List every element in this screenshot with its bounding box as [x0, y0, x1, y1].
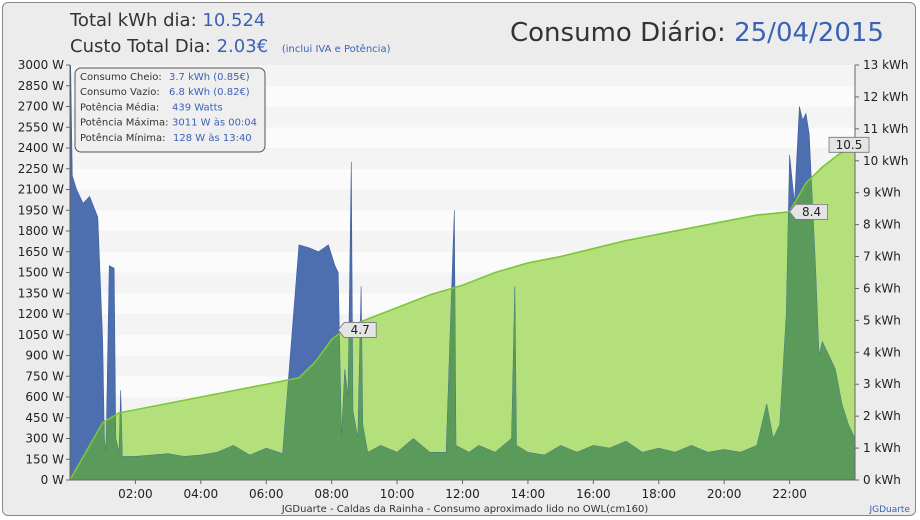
total-kwh-line: Total kWh dia: 10.524 [70, 10, 265, 31]
footer-caption: JGDuarte - Caldas da Rainha - Consumo ap… [281, 504, 649, 515]
cumulative-line-layer [69, 144, 856, 481]
info-label: Potência Média: [80, 101, 159, 113]
chart-title-label: Consumo Diário: [510, 18, 726, 48]
footer-credit: JGDuarte [868, 505, 910, 515]
left-tick-label: 450 W [25, 411, 64, 425]
left-tick-label: 1350 W [18, 286, 64, 300]
total-kwh-value: 10.524 [202, 10, 266, 31]
value-flag-label: 10.5 [836, 138, 863, 152]
x-tick-label: 12:00 [445, 487, 480, 501]
left-tick-label: 3000 W [18, 58, 64, 72]
info-label: Consumo Cheio: [80, 72, 162, 83]
x-tick-label: 02:00 [118, 487, 153, 501]
x-tick-label: 18:00 [641, 487, 676, 501]
cumulative-area-layer [70, 144, 855, 481]
x-tick-label: 06:00 [249, 487, 284, 501]
right-tick-label: 9 kWh [863, 186, 901, 200]
x-tick-label: 14:00 [511, 487, 546, 501]
left-tick-label: 0 W [41, 473, 64, 487]
left-tick-label: 1650 W [18, 245, 64, 259]
x-axis-ticks: 02:00 04:00 06:00 08:00 10:00 12:00 14:00 16:00… [118, 480, 807, 501]
info-label: Potência Mínima: [80, 132, 166, 144]
left-tick-label: 1050 W [18, 328, 64, 342]
left-tick-label: 2100 W [18, 183, 64, 197]
left-tick-label: 2850 W [18, 79, 64, 93]
grid-band [70, 210, 855, 231]
info-value: 439 Watts [172, 102, 223, 113]
grid-band [70, 127, 855, 148]
right-tick-label: 4 kWh [863, 345, 901, 359]
info-value: 6.8 kWh (0.82€) [169, 87, 250, 98]
grid-band [70, 106, 855, 128]
value-flag: 8.4 [789, 203, 828, 220]
left-tick-label: 300 W [25, 432, 64, 446]
total-cost-label: Custo Total Dia: [70, 36, 211, 57]
info-box: Consumo Cheio: 3.7 kWh (0.85€) Consumo Vaz… [74, 67, 266, 153]
chart-title-date: 25/04/2015 [734, 18, 884, 48]
left-tick-label: 2700 W [18, 100, 64, 114]
right-tick-label: 6 kWh [863, 281, 901, 295]
value-flag: 10.5 [828, 136, 870, 153]
left-tick-label: 750 W [25, 369, 64, 383]
grid-band [70, 85, 855, 107]
grid-band [70, 168, 855, 190]
total-cost-line: Custo Total Dia: 2.03€ (inclui IVA e Pot… [70, 36, 390, 57]
x-tick-label: 22:00 [772, 487, 807, 501]
grid-band [70, 189, 855, 211]
value-flag: 4.7 [337, 322, 377, 338]
left-tick-label: 900 W [25, 349, 64, 363]
x-tick-label: 08:00 [314, 487, 349, 501]
right-tick-label: 5 kWh [863, 313, 901, 327]
right-tick-label: 8 kWh [863, 218, 901, 232]
right-tick-label: 2 kWh [863, 409, 901, 423]
grid-band [70, 65, 855, 86]
left-tick-label: 1200 W [18, 307, 64, 321]
info-label: Potência Máxima: [80, 117, 168, 129]
left-tick-label: 1950 W [18, 203, 64, 217]
info-label: Consumo Vazio: [80, 87, 160, 98]
right-tick-label: 1 kWh [863, 441, 901, 455]
cumulative-area [70, 144, 855, 481]
right-tick-label: 0 kWh [863, 473, 901, 487]
grid-band [70, 148, 855, 169]
value-flag-label: 8.4 [802, 205, 821, 219]
total-kwh-label: Total kWh dia: [70, 10, 197, 31]
right-tick-label: 7 kWh [863, 250, 901, 264]
x-tick-label: 16:00 [576, 487, 611, 501]
right-axis-ticks: 0 kWh 1 kWh 2 kWh 3 kWh 4 kWh 5 kWh 6 kWh 7 kWh… [855, 58, 909, 487]
x-tick-label: 20:00 [707, 487, 742, 501]
left-tick-label: 150 W [25, 452, 64, 466]
right-tick-label: 3 kWh [863, 377, 901, 391]
info-value: 3011 W às 00:04 [172, 117, 257, 129]
left-tick-label: 1800 W [18, 224, 64, 238]
info-value: 128 W às 13:40 [173, 132, 252, 144]
right-tick-label: 12 kWh [863, 90, 909, 104]
overlap-area-layer [70, 144, 855, 480]
x-tick-label: 04:00 [184, 487, 219, 501]
chart-title: Consumo Diário: 25/04/2015 [510, 18, 884, 48]
right-tick-label: 11 kWh [863, 122, 909, 136]
left-tick-label: 2550 W [18, 120, 64, 134]
right-tick-label: 10 kWh [863, 154, 909, 168]
right-tick-label: 13 kWh [863, 58, 909, 72]
info-value: 3.7 kWh (0.85€) [169, 72, 250, 83]
left-tick-label: 2400 W [18, 141, 64, 155]
left-tick-label: 1500 W [18, 266, 64, 280]
total-cost-value: 2.03€ [216, 36, 269, 57]
x-tick-label: 10:00 [380, 487, 415, 501]
cost-note: (inclui IVA e Potência) [281, 44, 391, 55]
left-tick-label: 2250 W [18, 162, 64, 176]
info-box-background [74, 67, 266, 153]
left-tick-label: 600 W [25, 390, 64, 404]
value-flag-label: 4.7 [351, 323, 370, 337]
overlap-area [70, 144, 855, 480]
cumulative-line [69, 144, 856, 481]
annotations-layer: 4.7 8.4 10.5 [337, 136, 870, 338]
left-axis-ticks: 0 W 150 W 300 W 450 W 600 W 750 W 900 W 1050 W 1… [18, 58, 70, 487]
